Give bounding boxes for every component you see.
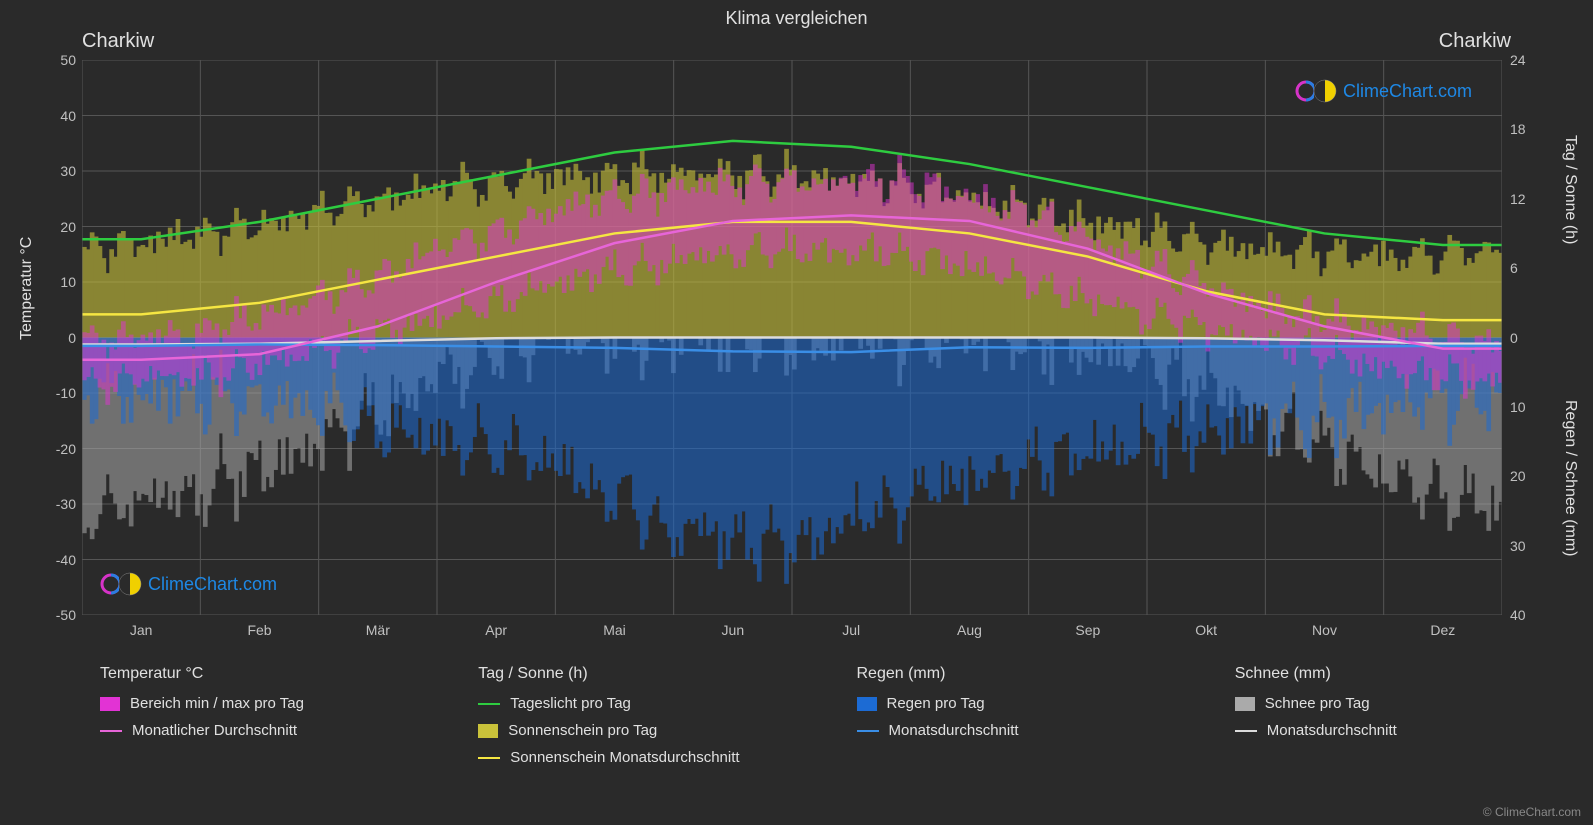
y-axis-label-sun: Tag / Sonne (h) (1561, 135, 1579, 244)
y-tick-right-sun: 6 (1510, 260, 1540, 276)
legend-label: Sonnenschein Monatsdurchschnitt (510, 749, 739, 766)
legend-label: Schnee pro Tag (1265, 695, 1370, 712)
legend-item: Regen pro Tag (857, 695, 1175, 712)
legend-swatch (100, 730, 122, 732)
y-tick-right-sun: 0 (1510, 330, 1540, 346)
logo-icon (100, 571, 142, 597)
y-tick-left: -30 (46, 496, 76, 512)
legend-swatch (478, 703, 500, 705)
y-tick-left: -10 (46, 385, 76, 401)
y-tick-left: -20 (46, 441, 76, 457)
legend-item: Monatsdurchschnitt (1235, 722, 1553, 739)
legend-swatch (857, 697, 877, 711)
legend-heading: Schnee (mm) (1235, 665, 1553, 683)
legend-item: Monatlicher Durchschnitt (100, 722, 418, 739)
legend-label: Monatlicher Durchschnitt (132, 722, 297, 739)
y-tick-right-sun: 24 (1510, 52, 1540, 68)
logo-icon (1295, 78, 1337, 104)
legend-label: Monatsdurchschnitt (1267, 722, 1397, 739)
legend-group: Tag / Sonne (h) Tageslicht pro Tag Sonnens… (478, 665, 796, 776)
legend-swatch (1235, 730, 1257, 732)
y-tick-left: -40 (46, 552, 76, 568)
watermark-text: ClimeChart.com (148, 574, 277, 595)
x-tick-label: Dez (1430, 622, 1455, 638)
x-tick-label: Okt (1195, 622, 1217, 638)
legend-item: Monatsdurchschnitt (857, 722, 1175, 739)
watermark-top: ClimeChart.com (1295, 78, 1472, 104)
legend-swatch (857, 730, 879, 732)
legend-item: Sonnenschein pro Tag (478, 722, 796, 739)
legend-label: Bereich min / max pro Tag (130, 695, 304, 712)
y-tick-right-precip: 40 (1510, 607, 1540, 623)
y-tick-left: 40 (46, 108, 76, 124)
x-tick-label: Feb (247, 622, 271, 638)
chart-plot-area: ClimeChart.com ClimeChart.com (82, 60, 1502, 615)
y-tick-left: -50 (46, 607, 76, 623)
watermark-bottom: ClimeChart.com (100, 571, 277, 597)
legend-item: Schnee pro Tag (1235, 695, 1553, 712)
legend-heading: Tag / Sonne (h) (478, 665, 796, 683)
y-tick-right-precip: 30 (1510, 538, 1540, 554)
legend-heading: Regen (mm) (857, 665, 1175, 683)
x-tick-label: Mär (366, 622, 390, 638)
y-axis-label-temperature: Temperatur °C (18, 237, 36, 340)
location-label-right: Charkiw (1439, 30, 1511, 53)
location-label-left: Charkiw (82, 30, 154, 53)
copyright-text: © ClimeChart.com (1483, 805, 1581, 819)
chart-title: Klima vergleichen (0, 8, 1593, 29)
legend-swatch (478, 724, 498, 738)
legend-swatch (1235, 697, 1255, 711)
y-tick-left: 0 (46, 330, 76, 346)
legend-label: Monatsdurchschnitt (889, 722, 1019, 739)
x-tick-label: Aug (957, 622, 982, 638)
y-tick-right-sun: 12 (1510, 191, 1540, 207)
legend-label: Sonnenschein pro Tag (508, 722, 657, 739)
legend-label: Regen pro Tag (887, 695, 985, 712)
y-tick-left: 50 (46, 52, 76, 68)
climate-chart-container: Klima vergleichen Charkiw Charkiw Temper… (0, 0, 1593, 825)
legend-label: Tageslicht pro Tag (510, 695, 631, 712)
x-tick-label: Mai (603, 622, 626, 638)
y-axis-label-precip: Regen / Schnee (mm) (1561, 400, 1579, 557)
x-tick-label: Jun (722, 622, 745, 638)
x-tick-label: Sep (1075, 622, 1100, 638)
watermark-text: ClimeChart.com (1343, 81, 1472, 102)
x-tick-label: Jul (842, 622, 860, 638)
y-tick-right-precip: 20 (1510, 468, 1540, 484)
legend-item: Tageslicht pro Tag (478, 695, 796, 712)
legend-swatch (478, 757, 500, 759)
legend-group: Temperatur °C Bereich min / max pro Tag Mo… (100, 665, 418, 776)
y-tick-left: 10 (46, 274, 76, 290)
rain-bars (82, 338, 1502, 584)
y-tick-right-precip: 10 (1510, 399, 1540, 415)
x-tick-label: Apr (485, 622, 507, 638)
x-tick-label: Nov (1312, 622, 1337, 638)
x-tick-label: Jan (130, 622, 153, 638)
legend-group: Regen (mm) Regen pro Tag Monatsdurchschnit… (857, 665, 1175, 776)
legend-swatch (100, 697, 120, 711)
chart-svg (82, 60, 1502, 615)
y-tick-left: 30 (46, 163, 76, 179)
legend-group: Schnee (mm) Schnee pro Tag Monatsdurchschn… (1235, 665, 1553, 776)
y-tick-right-sun: 18 (1510, 121, 1540, 137)
legend-heading: Temperatur °C (100, 665, 418, 683)
chart-legend: Temperatur °C Bereich min / max pro Tag Mo… (100, 665, 1553, 776)
legend-item: Bereich min / max pro Tag (100, 695, 418, 712)
legend-item: Sonnenschein Monatsdurchschnitt (478, 749, 796, 766)
y-tick-left: 20 (46, 219, 76, 235)
